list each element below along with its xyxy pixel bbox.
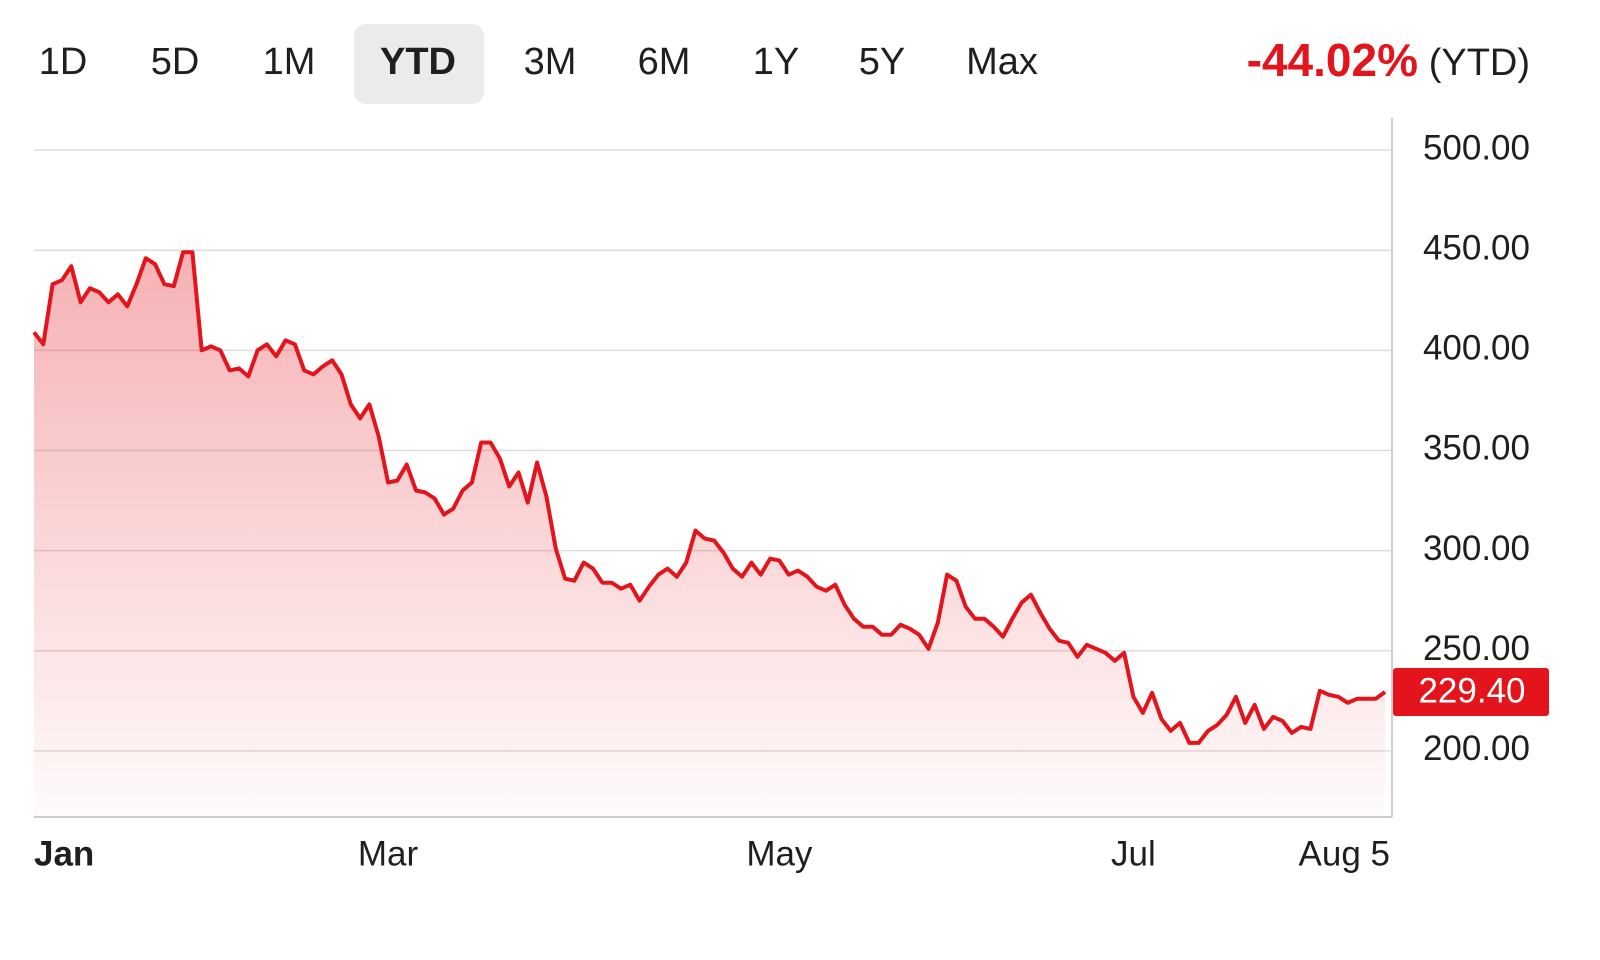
x-tick-label: Jan xyxy=(34,834,94,873)
range-tab[interactable]: 5D xyxy=(151,41,200,83)
y-tick-label: 300.00 xyxy=(1423,529,1530,568)
range-tab[interactable]: 1D xyxy=(39,41,88,83)
last-price-label: 229.40 xyxy=(1418,671,1525,710)
range-tab[interactable]: 5Y xyxy=(859,41,905,83)
x-tick-label: Mar xyxy=(358,834,419,873)
y-tick-label: 450.00 xyxy=(1423,228,1530,267)
range-tab[interactable]: 3M xyxy=(524,41,577,83)
area-fill xyxy=(34,252,1385,817)
range-tab[interactable]: Max xyxy=(966,41,1038,83)
range-tab[interactable]: 6M xyxy=(638,41,691,83)
range-tab[interactable]: 1Y xyxy=(753,41,799,83)
tab-selected-bg xyxy=(354,24,484,104)
x-tick-label: Aug 5 xyxy=(1299,834,1390,873)
change-percent: -44.02% xyxy=(1247,34,1418,86)
y-tick-label: 250.00 xyxy=(1423,629,1530,668)
change-period: (YTD) xyxy=(1429,42,1530,84)
y-tick-label: 400.00 xyxy=(1423,329,1530,368)
range-tab[interactable]: 1M xyxy=(263,41,316,83)
y-tick-label: 500.00 xyxy=(1423,128,1530,167)
last-price-badge xyxy=(1393,668,1549,717)
x-tick-label: May xyxy=(746,834,813,873)
y-tick-label: 350.00 xyxy=(1423,429,1530,468)
x-tick-label: Jul xyxy=(1111,834,1156,873)
range-tab[interactable]: YTD xyxy=(380,41,456,83)
y-tick-label: 200.00 xyxy=(1423,729,1530,768)
price-line xyxy=(32,250,1387,745)
